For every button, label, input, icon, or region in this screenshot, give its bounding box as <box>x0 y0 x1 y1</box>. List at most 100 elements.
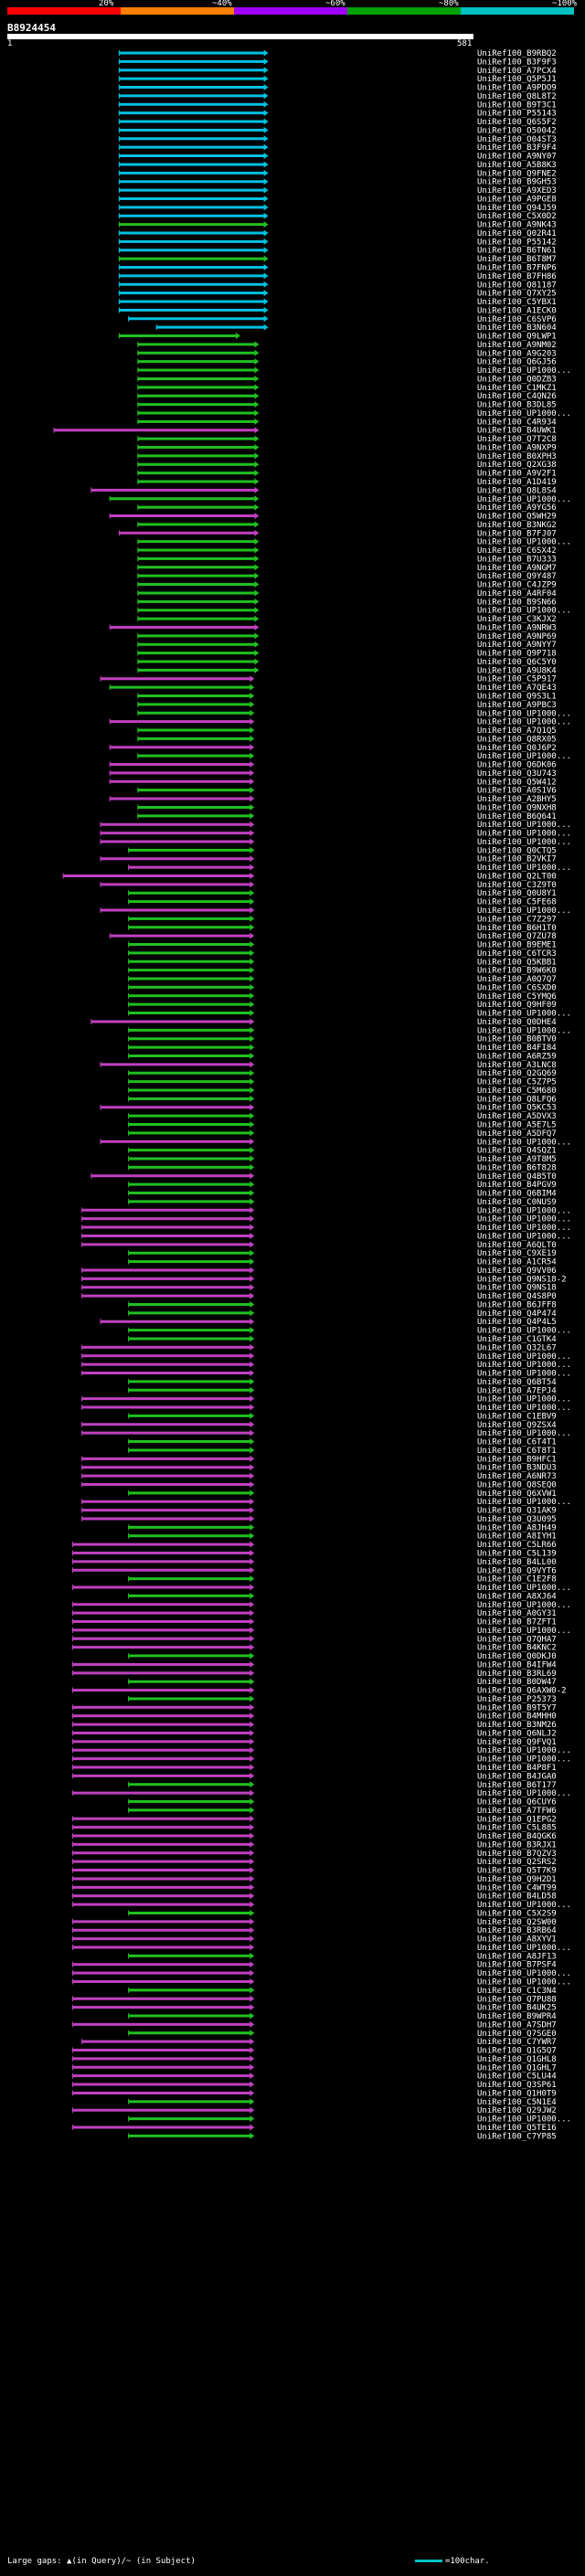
hit-label[interactable]: UniRef100_A1ECK0 <box>477 306 557 315</box>
hit-row[interactable]: UniRef100_UP1000... <box>81 1224 571 1233</box>
hit-label[interactable]: UniRef100_B4KNC2 <box>477 1644 557 1653</box>
hit-row[interactable]: UniRef100_B9GH53 <box>118 178 557 187</box>
hit-row[interactable]: UniRef100_C5P917 <box>100 675 557 684</box>
hit-row[interactable]: UniRef100_A7QE43 <box>109 684 557 693</box>
hit-label[interactable]: UniRef100_B4IFW4 <box>477 1660 557 1670</box>
hit-row[interactable]: UniRef100_UP1000... <box>128 1026 571 1035</box>
hit-row[interactable]: UniRef100_C1GTK4 <box>128 1335 557 1344</box>
hit-label[interactable]: UniRef100_Q1GHL7 <box>477 2063 557 2072</box>
hit-row[interactable]: UniRef100_B9T5Y7 <box>71 1703 557 1712</box>
hit-row[interactable]: UniRef100_B4MHH0 <box>71 1712 557 1722</box>
hit-row[interactable]: UniRef100_A7PCX4 <box>118 67 557 76</box>
hit-row[interactable]: UniRef100_B0BTV0 <box>128 1035 557 1044</box>
hit-label[interactable]: UniRef100_UP1000... <box>477 1327 571 1336</box>
hit-row[interactable]: UniRef100_Q4B5T0 <box>90 1172 557 1182</box>
hit-row[interactable]: UniRef100_UP1000... <box>128 2115 571 2125</box>
hit-row[interactable]: UniRef100_UP1000... <box>81 1370 571 1379</box>
hit-row[interactable]: UniRef100_C9XE19 <box>128 1249 557 1258</box>
hit-row[interactable]: UniRef100_A8IYH1 <box>128 1532 557 1542</box>
hit-label[interactable]: UniRef100_A7Q1Q5 <box>477 726 557 736</box>
hit-row[interactable]: UniRef100_Q1GHL7 <box>71 2063 557 2072</box>
hit-label[interactable]: UniRef100_Q6XVW1 <box>477 1489 557 1499</box>
hit-label[interactable]: UniRef100_UP1000... <box>477 1370 571 1379</box>
hit-row[interactable]: UniRef100_A2BHY5 <box>109 795 557 804</box>
hit-label[interactable]: UniRef100_A8JH49 <box>477 1523 557 1532</box>
hit-label[interactable]: UniRef100_Q3U095 <box>477 1515 557 1524</box>
hit-label[interactable]: UniRef100_Q1EPG2 <box>477 1815 557 1824</box>
hit-label[interactable]: UniRef100_Q7T2C8 <box>477 435 557 444</box>
hit-row[interactable]: UniRef100_B3NDU3 <box>81 1464 557 1473</box>
hit-row[interactable]: UniRef100_C1EBV9 <box>128 1412 557 1421</box>
hit-label[interactable]: UniRef100_B7FH86 <box>477 272 557 281</box>
hit-label[interactable]: UniRef100_A7EPJ4 <box>477 1386 557 1395</box>
hit-row[interactable]: UniRef100_C6T4T1 <box>128 1438 557 1447</box>
hit-row[interactable]: UniRef100_Q2GQ69 <box>128 1069 557 1078</box>
hit-label[interactable]: UniRef100_UP1000... <box>477 1206 571 1215</box>
hit-row[interactable]: UniRef100_Q0U8Y1 <box>128 889 557 898</box>
hit-row[interactable]: UniRef100_Q94J59 <box>118 204 557 213</box>
hit-row[interactable]: UniRef100_A9V2F1 <box>137 470 557 479</box>
hit-label[interactable]: UniRef100_Q4P4L5 <box>477 1318 557 1327</box>
hit-label[interactable]: UniRef100_A3LNC8 <box>477 1061 557 1070</box>
hit-row[interactable]: UniRef100_Q6BT54 <box>128 1378 557 1387</box>
hit-label[interactable]: UniRef100_UP1000... <box>477 1978 571 1988</box>
hit-row[interactable]: UniRef100_P55142 <box>118 238 557 247</box>
hit-label[interactable]: UniRef100_C7YWR7 <box>477 2038 557 2047</box>
hit-label[interactable]: UniRef100_B3RB64 <box>477 1926 557 1935</box>
hit-label[interactable]: UniRef100_B7ZFT1 <box>477 1618 557 1627</box>
hit-row[interactable]: UniRef100_B9HFC1 <box>81 1455 557 1464</box>
hit-label[interactable]: UniRef100_A9NXP9 <box>477 443 557 452</box>
hit-row[interactable]: UniRef100_Q1EPG2 <box>71 1815 557 1824</box>
hit-label[interactable]: UniRef100_Q4S8P0 <box>477 1292 557 1301</box>
hit-label[interactable]: UniRef100_Q3SP61 <box>477 2081 557 2090</box>
hit-label[interactable]: UniRef100_B3RL69 <box>477 1670 557 1679</box>
hit-label[interactable]: UniRef100_A9G203 <box>477 349 557 358</box>
hit-row[interactable]: UniRef100_C6SX42 <box>137 546 557 556</box>
hit-row[interactable]: UniRef100_C6TCR3 <box>128 949 557 959</box>
hit-label[interactable]: UniRef100_Q5P5J1 <box>477 75 557 84</box>
hit-label[interactable]: UniRef100_C6T8T1 <box>477 1447 557 1456</box>
hit-row[interactable]: UniRef100_UP1000... <box>71 1601 571 1610</box>
hit-row[interactable]: UniRef100_A9NM02 <box>137 341 557 350</box>
hit-row[interactable]: UniRef100_B3N604 <box>155 323 557 333</box>
hit-row[interactable]: UniRef100_Q8LFQ6 <box>128 1095 557 1104</box>
hit-row[interactable]: UniRef100_A9NK43 <box>118 221 557 230</box>
hit-row[interactable]: UniRef100_Q0J6P2 <box>109 744 557 753</box>
hit-label[interactable]: UniRef100_A5B8K3 <box>477 161 557 170</box>
hit-row[interactable]: UniRef100_Q9NS18-2 <box>81 1275 567 1284</box>
hit-label[interactable]: UniRef100_Q7PU88 <box>477 1995 557 2004</box>
hit-row[interactable]: UniRef100_A0Q7Q7 <box>128 975 557 984</box>
hit-row[interactable]: UniRef100_UP1000... <box>81 1361 571 1370</box>
hit-label[interactable]: UniRef100_UP1000... <box>477 1215 571 1224</box>
hit-row[interactable]: UniRef100_B7ZFT1 <box>71 1618 557 1627</box>
hit-row[interactable]: UniRef100_Q3U743 <box>109 769 557 779</box>
hit-label[interactable]: UniRef100_Q0DHE4 <box>477 1018 557 1027</box>
hit-label[interactable]: UniRef100_Q9NS18 <box>477 1284 557 1293</box>
hit-row[interactable]: UniRef100_A9T8M5 <box>128 1155 557 1164</box>
hit-label[interactable]: UniRef100_B3RJX1 <box>477 1840 557 1850</box>
hit-label[interactable]: UniRef100_A9PDO9 <box>477 84 557 93</box>
hit-label[interactable]: UniRef100_C5LU44 <box>477 2072 557 2082</box>
hit-label[interactable]: UniRef100_A5DVX3 <box>477 1112 557 1121</box>
hit-row[interactable]: UniRef100_P55143 <box>118 110 557 119</box>
hit-label[interactable]: UniRef100_B4JGA0 <box>477 1772 557 1781</box>
hit-row[interactable]: UniRef100_Q9FNE2 <box>118 169 557 178</box>
hit-label[interactable]: UniRef100_UP1000... <box>477 1627 571 1636</box>
hit-row[interactable]: UniRef100_B3DL85 <box>137 401 557 410</box>
hit-row[interactable]: UniRef100_Q02R41 <box>118 229 557 239</box>
hit-label[interactable]: UniRef100_Q9FVQ1 <box>477 1738 557 1747</box>
hit-row[interactable]: UniRef100_Q6S5F2 <box>118 118 557 127</box>
hit-row[interactable]: UniRef100_UP1000... <box>128 1010 571 1019</box>
hit-label[interactable]: UniRef100_B3F9F4 <box>477 143 557 153</box>
hit-label[interactable]: UniRef100_B6TN61 <box>477 247 557 256</box>
hit-row[interactable]: UniRef100_C5X0D2 <box>118 212 557 221</box>
hit-row[interactable]: UniRef100_UP1000... <box>137 709 571 718</box>
hit-row[interactable]: UniRef100_Q6C5Y0 <box>137 658 557 667</box>
hit-row[interactable]: UniRef100_B9RBQ2 <box>118 49 557 58</box>
hit-row[interactable]: UniRef100_B9SN66 <box>137 598 557 607</box>
hit-label[interactable]: UniRef100_A1D419 <box>477 478 557 487</box>
hit-label[interactable]: UniRef100_Q0DZB3 <box>477 375 557 384</box>
hit-row[interactable]: UniRef100_B9WPR4 <box>128 2012 557 2021</box>
hit-row[interactable]: UniRef100_Q9HF09 <box>128 1001 557 1010</box>
hit-label[interactable]: UniRef100_Q6NLJ2 <box>477 1729 557 1738</box>
